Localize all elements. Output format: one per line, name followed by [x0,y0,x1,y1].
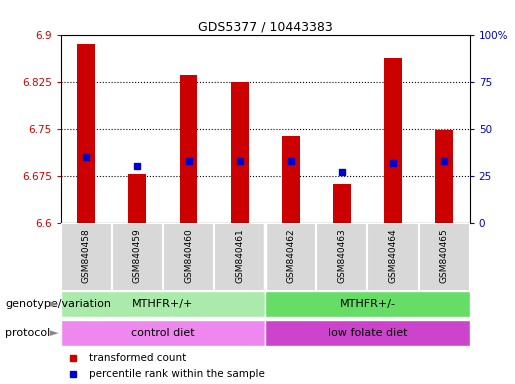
Text: GSM840465: GSM840465 [440,228,449,283]
Bar [282,136,300,223]
Bar [265,291,470,317]
Bar [180,75,197,223]
Bar [435,130,453,223]
Text: GSM840458: GSM840458 [82,228,91,283]
Text: ►: ► [49,299,58,310]
Bar [333,184,351,223]
Text: percentile rank within the sample: percentile rank within the sample [90,369,265,379]
Text: MTHFR+/+: MTHFR+/+ [132,299,194,310]
Title: GDS5377 / 10443383: GDS5377 / 10443383 [198,20,333,33]
Text: genotype/variation: genotype/variation [5,299,111,310]
Bar [231,81,249,223]
Text: GSM840464: GSM840464 [388,228,398,283]
Text: MTHFR+/-: MTHFR+/- [339,299,396,310]
Text: GSM840462: GSM840462 [286,228,295,283]
Bar [61,320,265,346]
Bar [61,291,265,317]
Text: low folate diet: low folate diet [328,328,407,338]
Text: protocol: protocol [5,328,50,338]
Text: ►: ► [49,328,58,338]
Bar [265,320,470,346]
Text: GSM840460: GSM840460 [184,228,193,283]
Text: GSM840461: GSM840461 [235,228,244,283]
Text: GSM840463: GSM840463 [337,228,347,283]
Bar [129,174,146,223]
Bar [77,44,95,223]
Text: transformed count: transformed count [90,353,186,363]
Bar [384,58,402,223]
Text: control diet: control diet [131,328,195,338]
Text: GSM840459: GSM840459 [133,228,142,283]
